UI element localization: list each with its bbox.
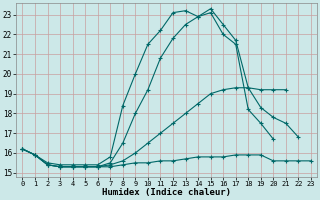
X-axis label: Humidex (Indice chaleur): Humidex (Indice chaleur) xyxy=(102,188,231,197)
